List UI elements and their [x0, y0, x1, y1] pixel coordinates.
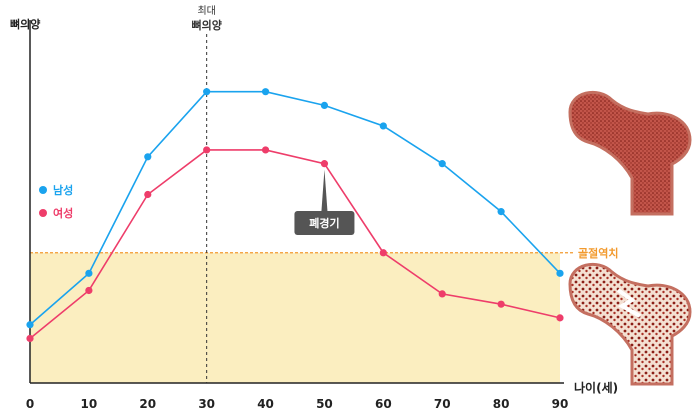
series-0-point-30 [203, 88, 211, 96]
legend-marker-male [39, 186, 47, 194]
threshold-zone [30, 252, 560, 383]
legend-label-male: 남성 [53, 183, 73, 197]
x-tick-label-70: 70 [434, 397, 451, 411]
series-1-point-10 [85, 286, 93, 295]
series-0-point-40 [261, 88, 270, 96]
series-1-point-70 [438, 290, 446, 298]
osteoporotic-bone-icon [568, 262, 692, 386]
threshold-label: 골절역치 [578, 246, 618, 260]
x-tick-label-10: 10 [81, 397, 98, 411]
series-1-point-90 [556, 314, 564, 322]
x-tick-labels: 0 10 20 30 40 50 60 70 80 90 [26, 397, 569, 411]
series-0-point-70 [438, 160, 446, 168]
x-tick-label-50: 50 [316, 397, 333, 411]
series-1-point-40 [261, 146, 270, 154]
series-line-1 [29, 149, 561, 340]
peak-label-line1: 최대 [197, 5, 215, 17]
series-0-point-90 [556, 269, 564, 277]
callout-box [294, 211, 355, 235]
series-0-point-60 [379, 122, 387, 130]
series-0-point-50 [320, 101, 329, 109]
x-tick-label-40: 40 [257, 397, 274, 411]
x-tick-label-20: 20 [139, 397, 156, 411]
legend: 남성 여성 [39, 183, 73, 220]
menopause-callout: 폐경기 [294, 169, 355, 235]
series-1-point-30 [203, 146, 211, 154]
series-0-point-80 [497, 208, 505, 216]
x-tick-label-80: 80 [493, 397, 510, 411]
x-tick-label-30: 30 [198, 397, 215, 411]
x-axis-label: 나이(세) [574, 380, 618, 395]
callout-pointer [321, 169, 328, 211]
healthy-bone-icon [568, 90, 692, 216]
peak-label-line2: 뼈의양 [191, 18, 221, 32]
callout-label: 폐경기 [309, 216, 339, 230]
legend-marker-female [39, 209, 47, 217]
y-axis-label: 뼈의양 [10, 17, 40, 31]
series-1-point-20 [144, 190, 152, 199]
series-1-point-80 [497, 300, 505, 308]
x-tick-label-90: 90 [552, 397, 569, 411]
series-0-point-20 [144, 153, 152, 161]
x-tick-label-60: 60 [375, 397, 392, 411]
series-1-point-0 [26, 334, 34, 343]
series-0-point-0 [26, 321, 34, 329]
series-0-point-10 [85, 269, 93, 277]
series-1-point-60 [379, 249, 387, 257]
series-line-0 [29, 90, 561, 326]
legend-label-female: 여성 [53, 206, 73, 220]
x-tick-label-0: 0 [26, 397, 34, 411]
series-1-point-50 [320, 160, 329, 168]
series-group [26, 88, 564, 343]
